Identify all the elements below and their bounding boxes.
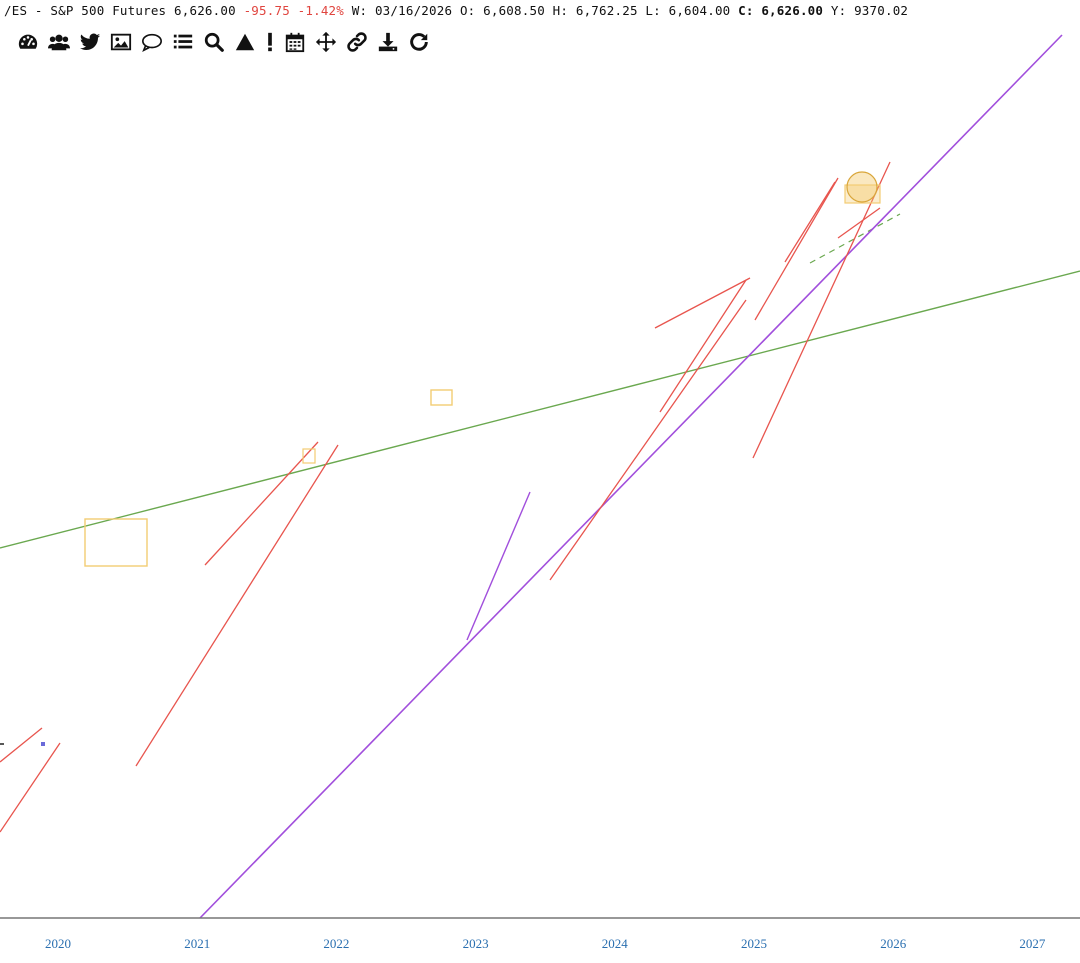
quote-header: /ES - S&P 500 Futures 6,626.00 -95.75 -1… — [4, 3, 908, 21]
highlight-box — [84, 518, 148, 567]
triangle-icon — [235, 33, 255, 51]
low-label: L: — [645, 3, 661, 18]
x-tick-label: 2027 — [1019, 936, 1046, 951]
search-button[interactable] — [200, 28, 228, 56]
instrument-name: S&P 500 Futures — [50, 3, 167, 18]
red-trendline — [754, 177, 839, 321]
x-tick-label: 2022 — [323, 936, 349, 951]
high-label: H: — [552, 3, 569, 18]
x-tick-label: 2020 — [45, 936, 71, 951]
dashboard-icon — [18, 34, 38, 49]
purple-long-trendline — [199, 34, 1063, 919]
bar-date: 03/16/2026 — [374, 3, 453, 18]
last-price: 6,626.00 — [174, 3, 236, 18]
red-trendline — [784, 181, 836, 263]
red-trendline — [654, 277, 751, 329]
comment-button[interactable] — [138, 28, 166, 56]
users-icon — [48, 34, 70, 51]
low-value: 6,604.00 — [668, 3, 731, 18]
users-button[interactable] — [45, 28, 73, 56]
comment-icon — [142, 33, 162, 52]
x-tick-label: 2023 — [463, 936, 489, 951]
list-icon — [173, 34, 193, 49]
twitter-button[interactable] — [76, 28, 104, 56]
download-button[interactable] — [374, 28, 402, 56]
calendar-button[interactable] — [281, 28, 309, 56]
open-label: O: — [459, 3, 476, 18]
link-button[interactable] — [343, 28, 371, 56]
dashboard-button[interactable] — [14, 28, 42, 56]
price-change: -95.75 — [243, 3, 290, 18]
red-trendline — [752, 161, 891, 459]
y-label: Y: — [830, 3, 847, 18]
red-trendline — [659, 279, 747, 413]
image-button[interactable] — [107, 28, 135, 56]
red-trendline — [549, 299, 747, 581]
green-trendline — [0, 270, 1080, 549]
triangle-button[interactable] — [231, 28, 259, 56]
x-tick-label: 2024 — [602, 936, 629, 951]
exclamation-icon — [268, 32, 272, 52]
y-value: 9370.02 — [854, 3, 909, 18]
week-label: W: — [351, 3, 368, 18]
annotations — [0, 171, 881, 746]
move-icon — [315, 31, 337, 53]
x-tick-label: 2026 — [880, 936, 907, 951]
chart-toolbar — [14, 28, 433, 56]
calendar-icon — [285, 32, 305, 53]
x-tick-label: 2025 — [741, 936, 767, 951]
marker-dot — [41, 742, 45, 746]
link-icon — [347, 32, 367, 52]
open-value: 6,608.50 — [483, 3, 545, 18]
close-label: C: — [738, 3, 754, 18]
trendlines — [0, 34, 1080, 919]
highlight-box — [430, 389, 453, 406]
move-button[interactable] — [312, 28, 340, 56]
x-tick-label: 2021 — [184, 936, 210, 951]
alert-button[interactable] — [262, 28, 278, 56]
highlight-box — [302, 448, 316, 464]
purple-short-trendline — [466, 491, 531, 641]
twitter-icon — [79, 33, 101, 50]
refresh-button[interactable] — [405, 28, 433, 56]
red-trendline — [204, 441, 319, 566]
high-value: 6,762.25 — [575, 3, 638, 18]
download-icon — [378, 32, 398, 52]
price-change-pct: -1.42% — [297, 3, 345, 18]
list-button[interactable] — [169, 28, 197, 56]
search-icon — [204, 32, 224, 52]
red-trendline — [135, 444, 339, 767]
x-axis-labels: 2020 2021 2022 2023 2024 2025 2026 2027 — [45, 936, 1046, 951]
close-value: 6,626.00 — [761, 3, 824, 18]
separator: - — [34, 3, 43, 18]
red-trendline — [837, 207, 881, 239]
highlight-circle — [846, 171, 878, 203]
red-trendline — [0, 742, 61, 833]
red-trendline — [0, 727, 43, 763]
refresh-icon — [410, 33, 428, 51]
symbol: /ES — [4, 3, 28, 18]
image-icon — [110, 33, 132, 51]
